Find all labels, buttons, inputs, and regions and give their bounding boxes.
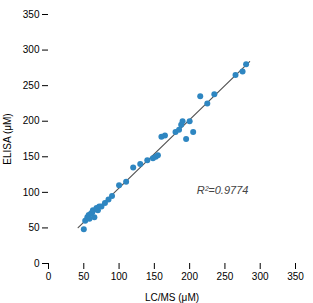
svg-text:50: 50 xyxy=(78,271,90,282)
svg-text:LC/MS (μM): LC/MS (μM) xyxy=(145,292,199,303)
svg-text:200: 200 xyxy=(181,271,198,282)
svg-text:R²=0.9774: R²=0.9774 xyxy=(197,184,249,196)
svg-text:ELISA (μM): ELISA (μM) xyxy=(2,113,13,164)
svg-text:0: 0 xyxy=(34,258,40,269)
svg-text:350: 350 xyxy=(23,9,40,20)
svg-text:350: 350 xyxy=(287,271,304,282)
svg-text:250: 250 xyxy=(217,271,234,282)
svg-text:100: 100 xyxy=(111,271,128,282)
svg-text:150: 150 xyxy=(146,271,163,282)
svg-text:150: 150 xyxy=(23,151,40,162)
svg-text:100: 100 xyxy=(23,187,40,198)
svg-text:300: 300 xyxy=(23,44,40,55)
svg-text:0: 0 xyxy=(46,271,52,282)
svg-text:50: 50 xyxy=(28,222,40,233)
svg-text:300: 300 xyxy=(252,271,269,282)
svg-text:250: 250 xyxy=(23,80,40,91)
svg-text:200: 200 xyxy=(23,115,40,126)
